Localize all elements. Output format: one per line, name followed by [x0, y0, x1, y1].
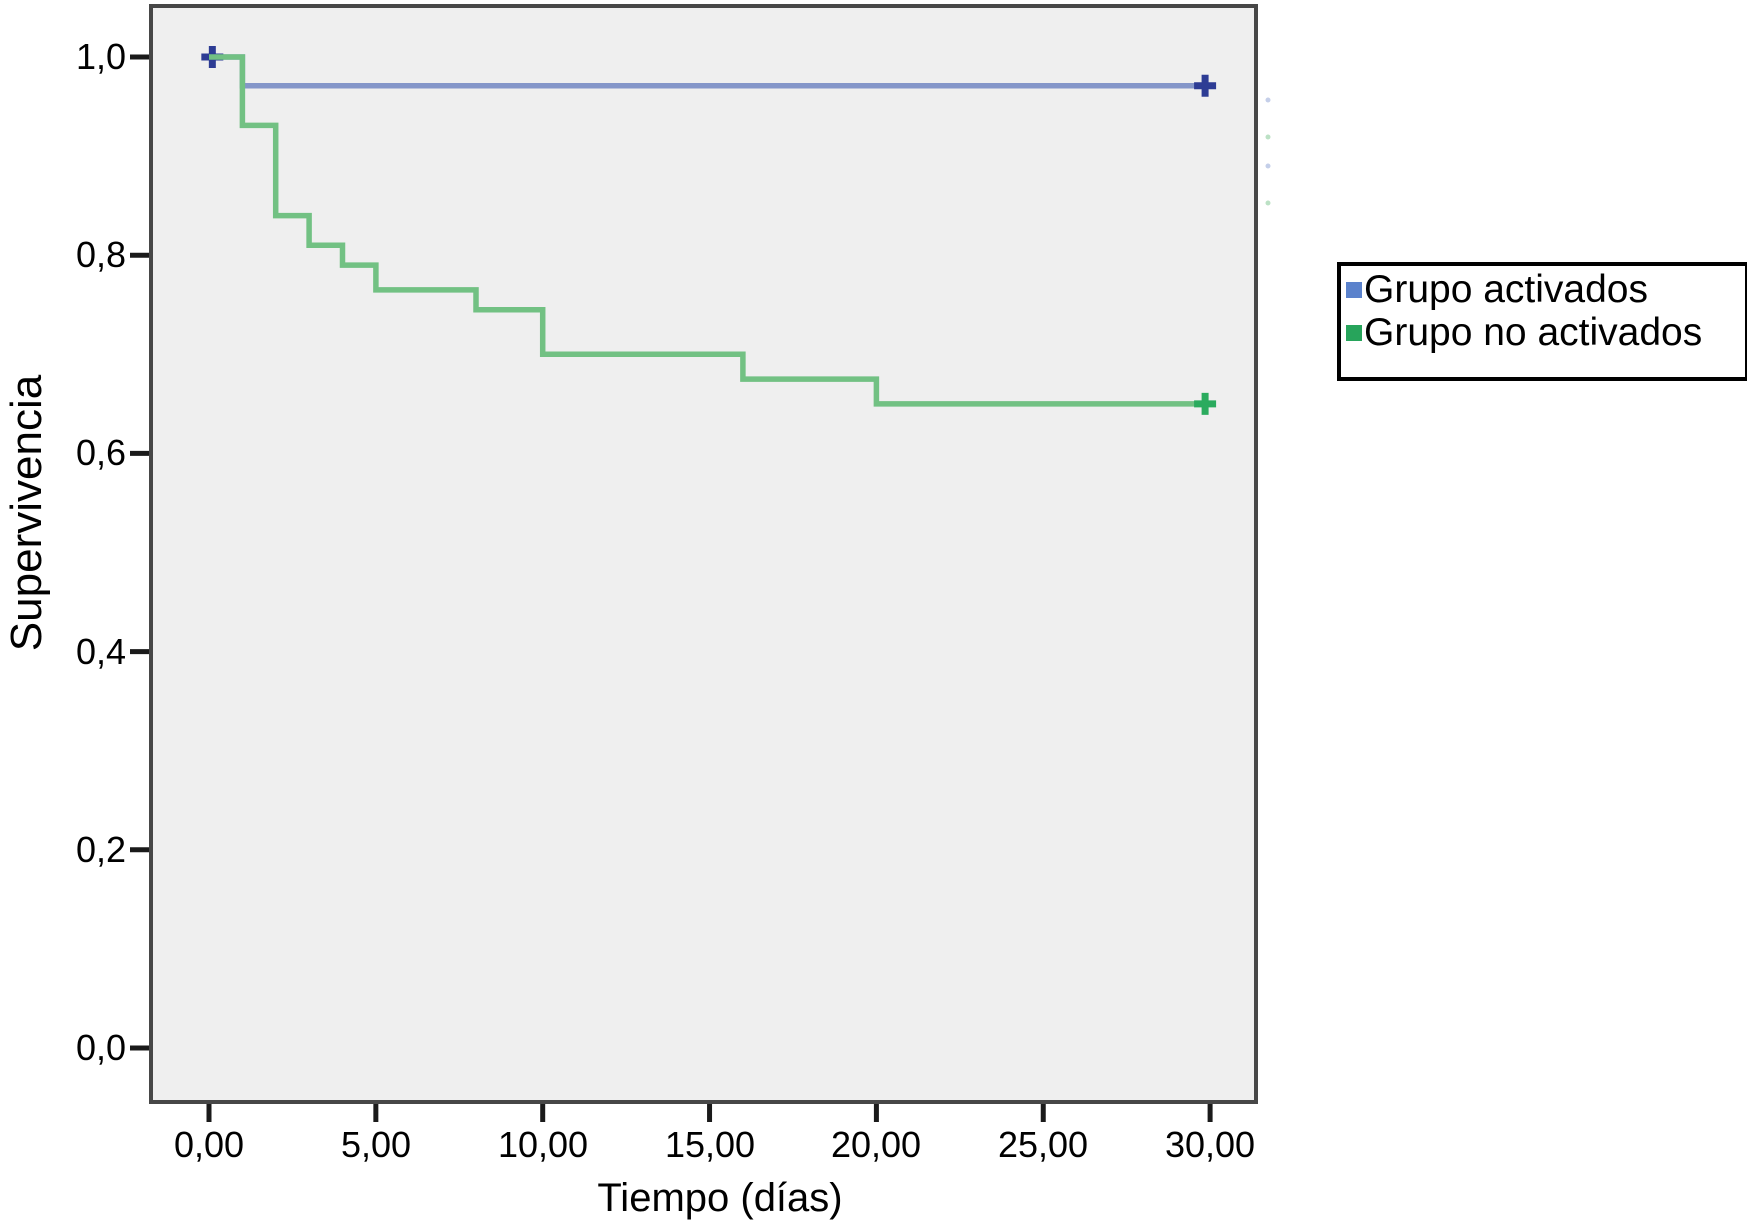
y-tick-label-0.6: 0,6 [75, 432, 126, 473]
legend-item-activados: Grupo activados [1346, 268, 1745, 311]
censor-mark-series-1 [1194, 392, 1217, 415]
x-tick-label-5: 5,00 [340, 1124, 412, 1165]
y-tick-label-1.0: 1,0 [75, 36, 126, 77]
legend-color-swatch-icon [1346, 281, 1362, 298]
y-tick-label-0.4: 0,4 [75, 631, 126, 672]
legend: Grupo activados Grupo no activados [1337, 262, 1747, 381]
legend-label-activados: Grupo activados [1364, 267, 1648, 311]
x-tick-label-25: 25,00 [997, 1124, 1089, 1165]
x-tick-label-30: 30,00 [1164, 1124, 1256, 1165]
x-tick-label-20: 20,00 [830, 1124, 922, 1165]
edge-artifact-dots [1265, 97, 1271, 206]
legend-item-no-activados: Grupo no activados [1346, 311, 1745, 354]
series-curve-1 [209, 54, 1211, 407]
plot-area-background [151, 6, 1256, 1102]
y-axis-tick-marks [130, 54, 151, 1051]
legend-label-no-activados: Grupo no activados [1364, 310, 1703, 354]
y-tick-label-0.0: 0,0 [75, 1027, 126, 1068]
survival-curves [201, 46, 1217, 415]
x-axis-title: Tiempo (días) [597, 1176, 843, 1220]
censor-mark-series-0 [1194, 74, 1217, 97]
y-axis-title: Supervivencia [2, 374, 51, 652]
x-tick-label-0: 0,00 [173, 1124, 245, 1165]
y-tick-label-0.8: 0,8 [75, 234, 126, 275]
legend-color-swatch-icon [1346, 324, 1362, 341]
x-tick-label-10: 10,00 [497, 1124, 589, 1165]
y-tick-label-0.2: 0,2 [75, 829, 126, 870]
plot-frame [149, 4, 1258, 1104]
x-axis-tick-marks [206, 1102, 1213, 1122]
x-tick-label-15: 15,00 [664, 1124, 756, 1165]
